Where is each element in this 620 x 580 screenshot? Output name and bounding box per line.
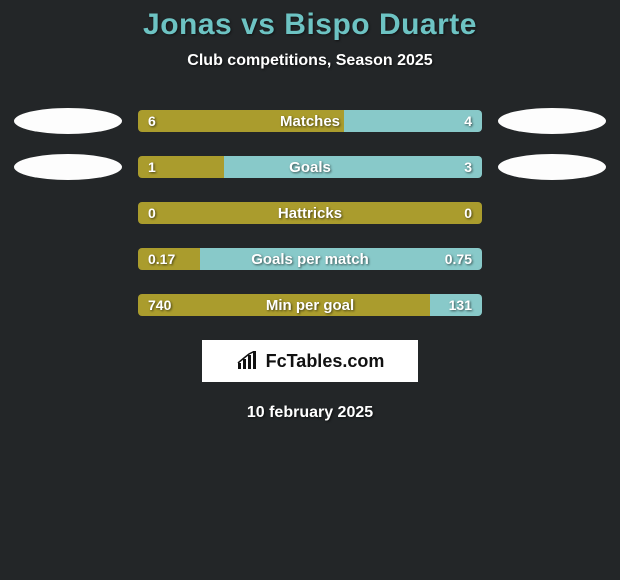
stat-row: 740131Min per goal [0,294,620,316]
chart-bars-icon [236,351,260,371]
source-logo: FcTables.com [202,340,418,382]
stat-bar: 64Matches [138,110,482,132]
comparison-infographic: Jonas vs Bispo Duarte Club competitions,… [0,0,620,422]
ellipse-icon [498,154,606,180]
stat-bar: 0.170.75Goals per match [138,248,482,270]
player-left-badge [8,108,128,134]
stat-bar: 13Goals [138,156,482,178]
stat-label: Goals [138,156,482,178]
stat-row: 0.170.75Goals per match [0,248,620,270]
player-right-badge [492,108,612,134]
infographic-date: 10 february 2025 [0,404,620,422]
page-subtitle: Club competitions, Season 2025 [0,52,620,70]
ellipse-icon [14,108,122,134]
stat-row: 00Hattricks [0,202,620,224]
stat-row: 64Matches [0,110,620,132]
stat-bar: 740131Min per goal [138,294,482,316]
stat-label: Min per goal [138,294,482,316]
player-left-badge [8,154,128,180]
stat-row: 13Goals [0,156,620,178]
stat-bar: 00Hattricks [138,202,482,224]
stat-rows: 64Matches 13Goals 00Hattricks 0.170.75Goals… [0,110,620,316]
stat-label: Hattricks [138,202,482,224]
player-right-badge [492,154,612,180]
ellipse-icon [498,108,606,134]
page-title: Jonas vs Bispo Duarte [0,8,620,42]
stat-label: Matches [138,110,482,132]
source-logo-text: FcTables.com [266,351,385,372]
stat-label: Goals per match [138,248,482,270]
ellipse-icon [14,154,122,180]
